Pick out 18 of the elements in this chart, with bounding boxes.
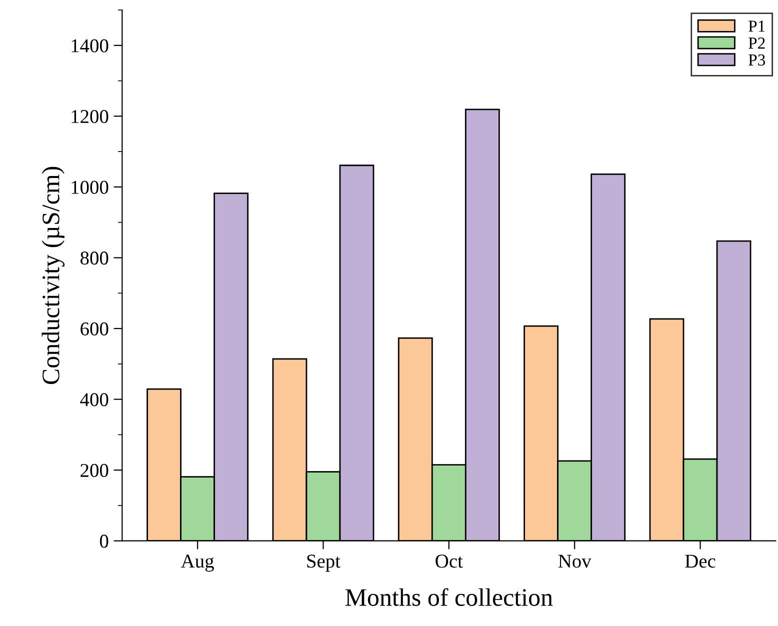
y-tick-label: 200: [80, 464, 108, 478]
legend-label: P2: [748, 38, 765, 49]
y-tick-label: 0: [100, 534, 108, 548]
y-tick-label: 1200: [72, 110, 108, 124]
y-tick-label: 1400: [72, 39, 108, 52]
x-tick-label: Sept: [307, 554, 340, 572]
x-tick-label: Oct: [436, 554, 463, 568]
legend-label: P3: [748, 54, 766, 66]
x-tick-label: Dec: [685, 554, 716, 568]
y-tick-label: 1000: [72, 180, 108, 194]
y-tick-label: 800: [80, 252, 108, 265]
x-axis-title: Months of collection: [345, 588, 553, 606]
legend-label: P1: [748, 20, 765, 32]
y-tick-label: 400: [80, 393, 108, 406]
y-tick-label: 600: [80, 322, 108, 336]
x-tick-label: Aug: [181, 554, 214, 572]
x-tick-label: Nov: [558, 554, 592, 568]
y-axis-title: Conductivity (µS/cm): [42, 166, 65, 384]
